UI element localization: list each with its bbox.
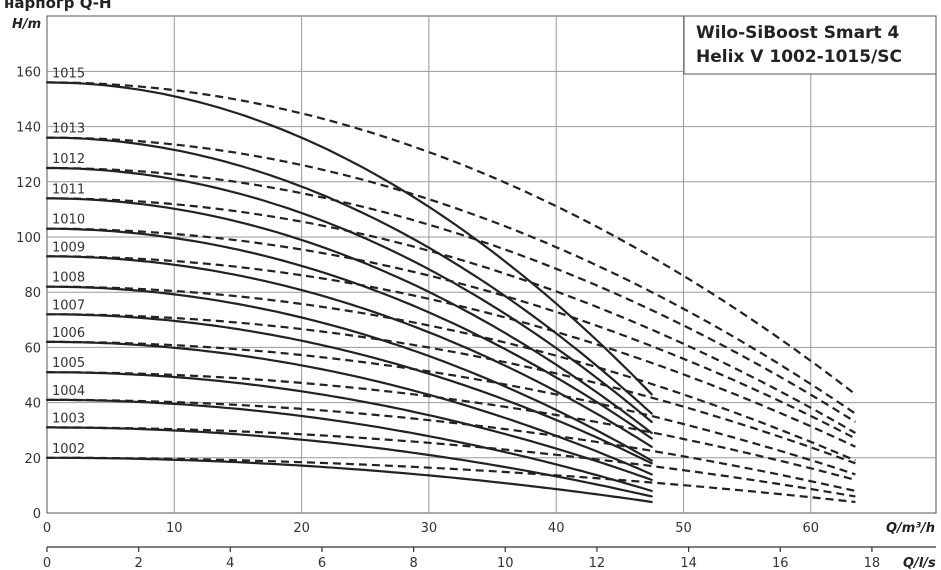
- x-tick-label: 10: [166, 521, 183, 536]
- curve-dashed-1003: [47, 426, 856, 498]
- series-label-1007: 1007: [52, 298, 85, 313]
- y-tick-label: 160: [16, 65, 41, 80]
- series-label-1008: 1008: [52, 271, 85, 286]
- chart-title-line: Helix V 1002-1015/SC: [696, 47, 902, 67]
- cut-off-title: нарпогр Q-H: [4, 0, 112, 12]
- curves-layer: [45, 81, 857, 504]
- series-label-1009: 1009: [52, 240, 85, 255]
- y-tick-label: 120: [16, 176, 41, 191]
- curve-dashed-1011: [47, 197, 856, 434]
- y-tick-label: 140: [16, 121, 41, 136]
- x-axis-title: Q/m³/h: [886, 521, 935, 536]
- x-tick-label: 40: [548, 521, 565, 536]
- curve-solid-1006: [45, 340, 653, 476]
- x-tick-label: 0: [43, 521, 51, 536]
- secondary-tick-label: 2: [135, 556, 143, 570]
- plot-frame: [46, 15, 937, 514]
- curve-solid-1012: [45, 166, 653, 423]
- y-tick-label: 60: [24, 341, 41, 356]
- curve-dashed-1008: [47, 285, 856, 462]
- curve-dashed-1012: [47, 166, 856, 423]
- curve-dashed-1004: [47, 398, 856, 492]
- curve-solid-1002: [45, 456, 653, 504]
- chart-title-box: Wilo-SiBoost Smart 4 Helix V 1002-1015/SC: [683, 15, 937, 75]
- secondary-tick-label: 12: [589, 556, 606, 570]
- curve-dashed-1015: [46, 81, 857, 396]
- series-label-1005: 1005: [52, 356, 85, 371]
- y-axis-title: H/m: [12, 17, 41, 32]
- x-tick-label: 30: [421, 521, 438, 536]
- y-tick-label: 80: [24, 286, 41, 301]
- curve-dashed-1013: [46, 136, 857, 415]
- x-tick-label: 20: [293, 521, 310, 536]
- x-tick-label: 50: [675, 521, 692, 536]
- curve-solid-1005: [45, 371, 653, 481]
- curve-solid-1010: [45, 227, 653, 440]
- secondary-axis-title: Q/l/s: [903, 556, 936, 570]
- curve-solid-1004: [45, 398, 653, 492]
- y-tick-label: 0: [33, 507, 41, 522]
- curve-solid-1015: [45, 81, 653, 396]
- curve-solid-1013: [45, 136, 653, 415]
- curve-solid-1007: [45, 313, 653, 465]
- secondary-tick-label: 4: [226, 556, 234, 570]
- series-label-1015: 1015: [52, 66, 85, 81]
- secondary-tick-label: 0: [43, 556, 51, 570]
- y-tick-label: 100: [16, 231, 41, 246]
- curve-solid-1008: [45, 285, 653, 462]
- secondary-tick-label: 14: [680, 556, 697, 570]
- secondary-tick-label: 16: [772, 556, 789, 570]
- curve-dashed-1006: [47, 340, 856, 476]
- y-tick-label: 40: [24, 397, 41, 412]
- secondary-tick-label: 8: [409, 556, 417, 570]
- title-box: [683, 15, 937, 75]
- secondary-tick-label: 18: [864, 556, 881, 570]
- series-label-1002: 1002: [52, 442, 85, 457]
- curve-solid-1009: [45, 255, 653, 448]
- series-label-1012: 1012: [52, 152, 85, 167]
- series-label-1006: 1006: [52, 326, 85, 341]
- series-labels: 1002 1003 1004 1005 1006 1007 1008 1009 1010 1011…: [52, 66, 85, 456]
- curve-solid-1003: [45, 426, 653, 498]
- series-label-1004: 1004: [52, 384, 85, 399]
- series-label-1013: 1013: [52, 122, 85, 137]
- series-label-1011: 1011: [52, 182, 85, 197]
- secondary-tick-label: 10: [497, 556, 514, 570]
- x-tick-label: 60: [803, 521, 820, 536]
- series-label-1003: 1003: [52, 411, 85, 426]
- series-label-1010: 1010: [52, 213, 85, 228]
- secondary-tick-label: 6: [318, 556, 326, 570]
- curve-dashed-1002: [47, 456, 856, 504]
- chart-title-line: Wilo-SiBoost Smart 4: [696, 23, 900, 43]
- y-tick-label: 20: [24, 452, 41, 467]
- curve-solid-1011: [45, 197, 653, 435]
- curve-dashed-1005: [47, 371, 856, 481]
- curve-dashed-1007: [47, 313, 856, 465]
